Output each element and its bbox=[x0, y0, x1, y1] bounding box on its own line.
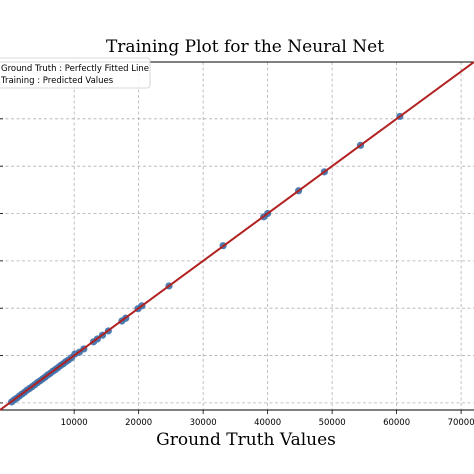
chart-title: Training Plot for the Neural Net bbox=[106, 37, 384, 57]
legend-entry-line: Ground Truth : Perfectly Fitted Line bbox=[1, 64, 149, 74]
x-tick-label: 50000 bbox=[319, 418, 346, 428]
legend-entry-points: Training : Predicted Values bbox=[0, 76, 114, 86]
x-tick-label: 70000 bbox=[448, 418, 474, 428]
x-tick-label: 20000 bbox=[125, 418, 152, 428]
x-tick-label: 10000 bbox=[61, 418, 88, 428]
legend: Ground Truth : Perfectly Fitted Line Tra… bbox=[0, 57, 151, 89]
x-tick-label: 60000 bbox=[383, 418, 410, 428]
x-axis-label: Ground Truth Values bbox=[156, 430, 336, 450]
legend-box bbox=[0, 57, 151, 89]
x-ticks: 10000 20000 30000 40000 50000 60000 70000 bbox=[0, 118, 474, 428]
fitted-line bbox=[0, 61, 474, 411]
x-tick-label: 40000 bbox=[254, 418, 281, 428]
x-tick-label: 30000 bbox=[190, 418, 217, 428]
